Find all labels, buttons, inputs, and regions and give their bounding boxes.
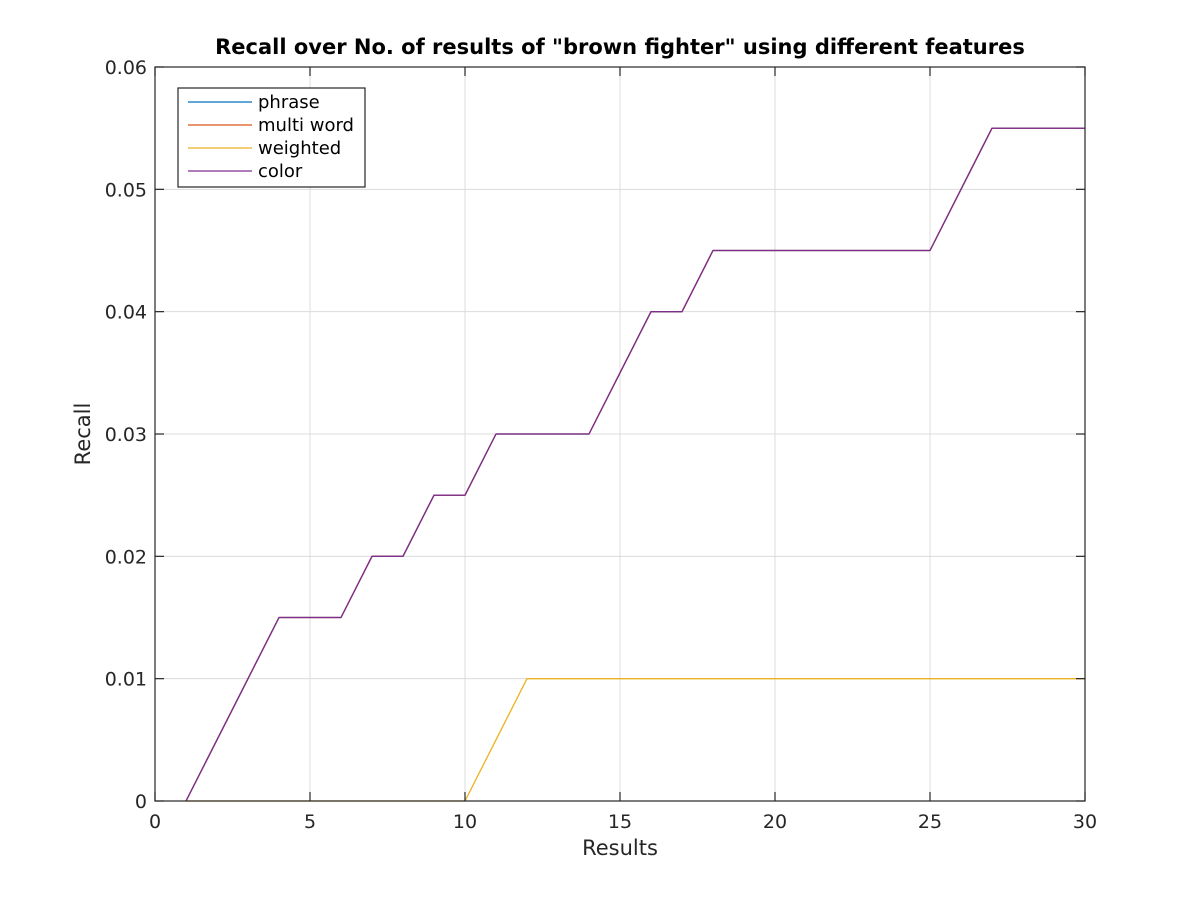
y-tick-label: 0.01: [105, 669, 147, 691]
legend-label: color: [258, 161, 303, 182]
axis-ticks: [154, 66, 1086, 802]
x-tick-label: 0: [149, 811, 161, 833]
legend-label: multi word: [258, 115, 354, 136]
y-tick-label: 0.06: [105, 57, 147, 79]
y-tick-label: 0.04: [105, 302, 147, 324]
y-tick-label: 0.02: [105, 546, 147, 568]
x-tick-label: 10: [453, 811, 477, 833]
x-tick-label: 25: [918, 811, 942, 833]
x-tick-label: 5: [304, 811, 316, 833]
x-tick-label: 20: [763, 811, 787, 833]
y-tick-label: 0: [135, 791, 147, 813]
x-tick-label: 15: [608, 811, 632, 833]
y-tick-label: 0.03: [105, 424, 147, 446]
legend-label: phrase: [258, 92, 320, 113]
tick-labels: 0 5 10 15 20 25 30 0 0.01 0.02 0.03 0.04 0.05 0.06: [105, 57, 1097, 833]
x-axis-label: Results: [582, 836, 658, 860]
chart-title: Recall over No. of results of "brown fig…: [215, 35, 1025, 59]
y-axis-label: Recall: [71, 403, 95, 466]
series-line-color: [185, 127, 1085, 802]
legend-label: weighted: [258, 138, 341, 159]
y-tick-label: 0.05: [105, 179, 147, 201]
x-tick-label: 30: [1073, 811, 1097, 833]
